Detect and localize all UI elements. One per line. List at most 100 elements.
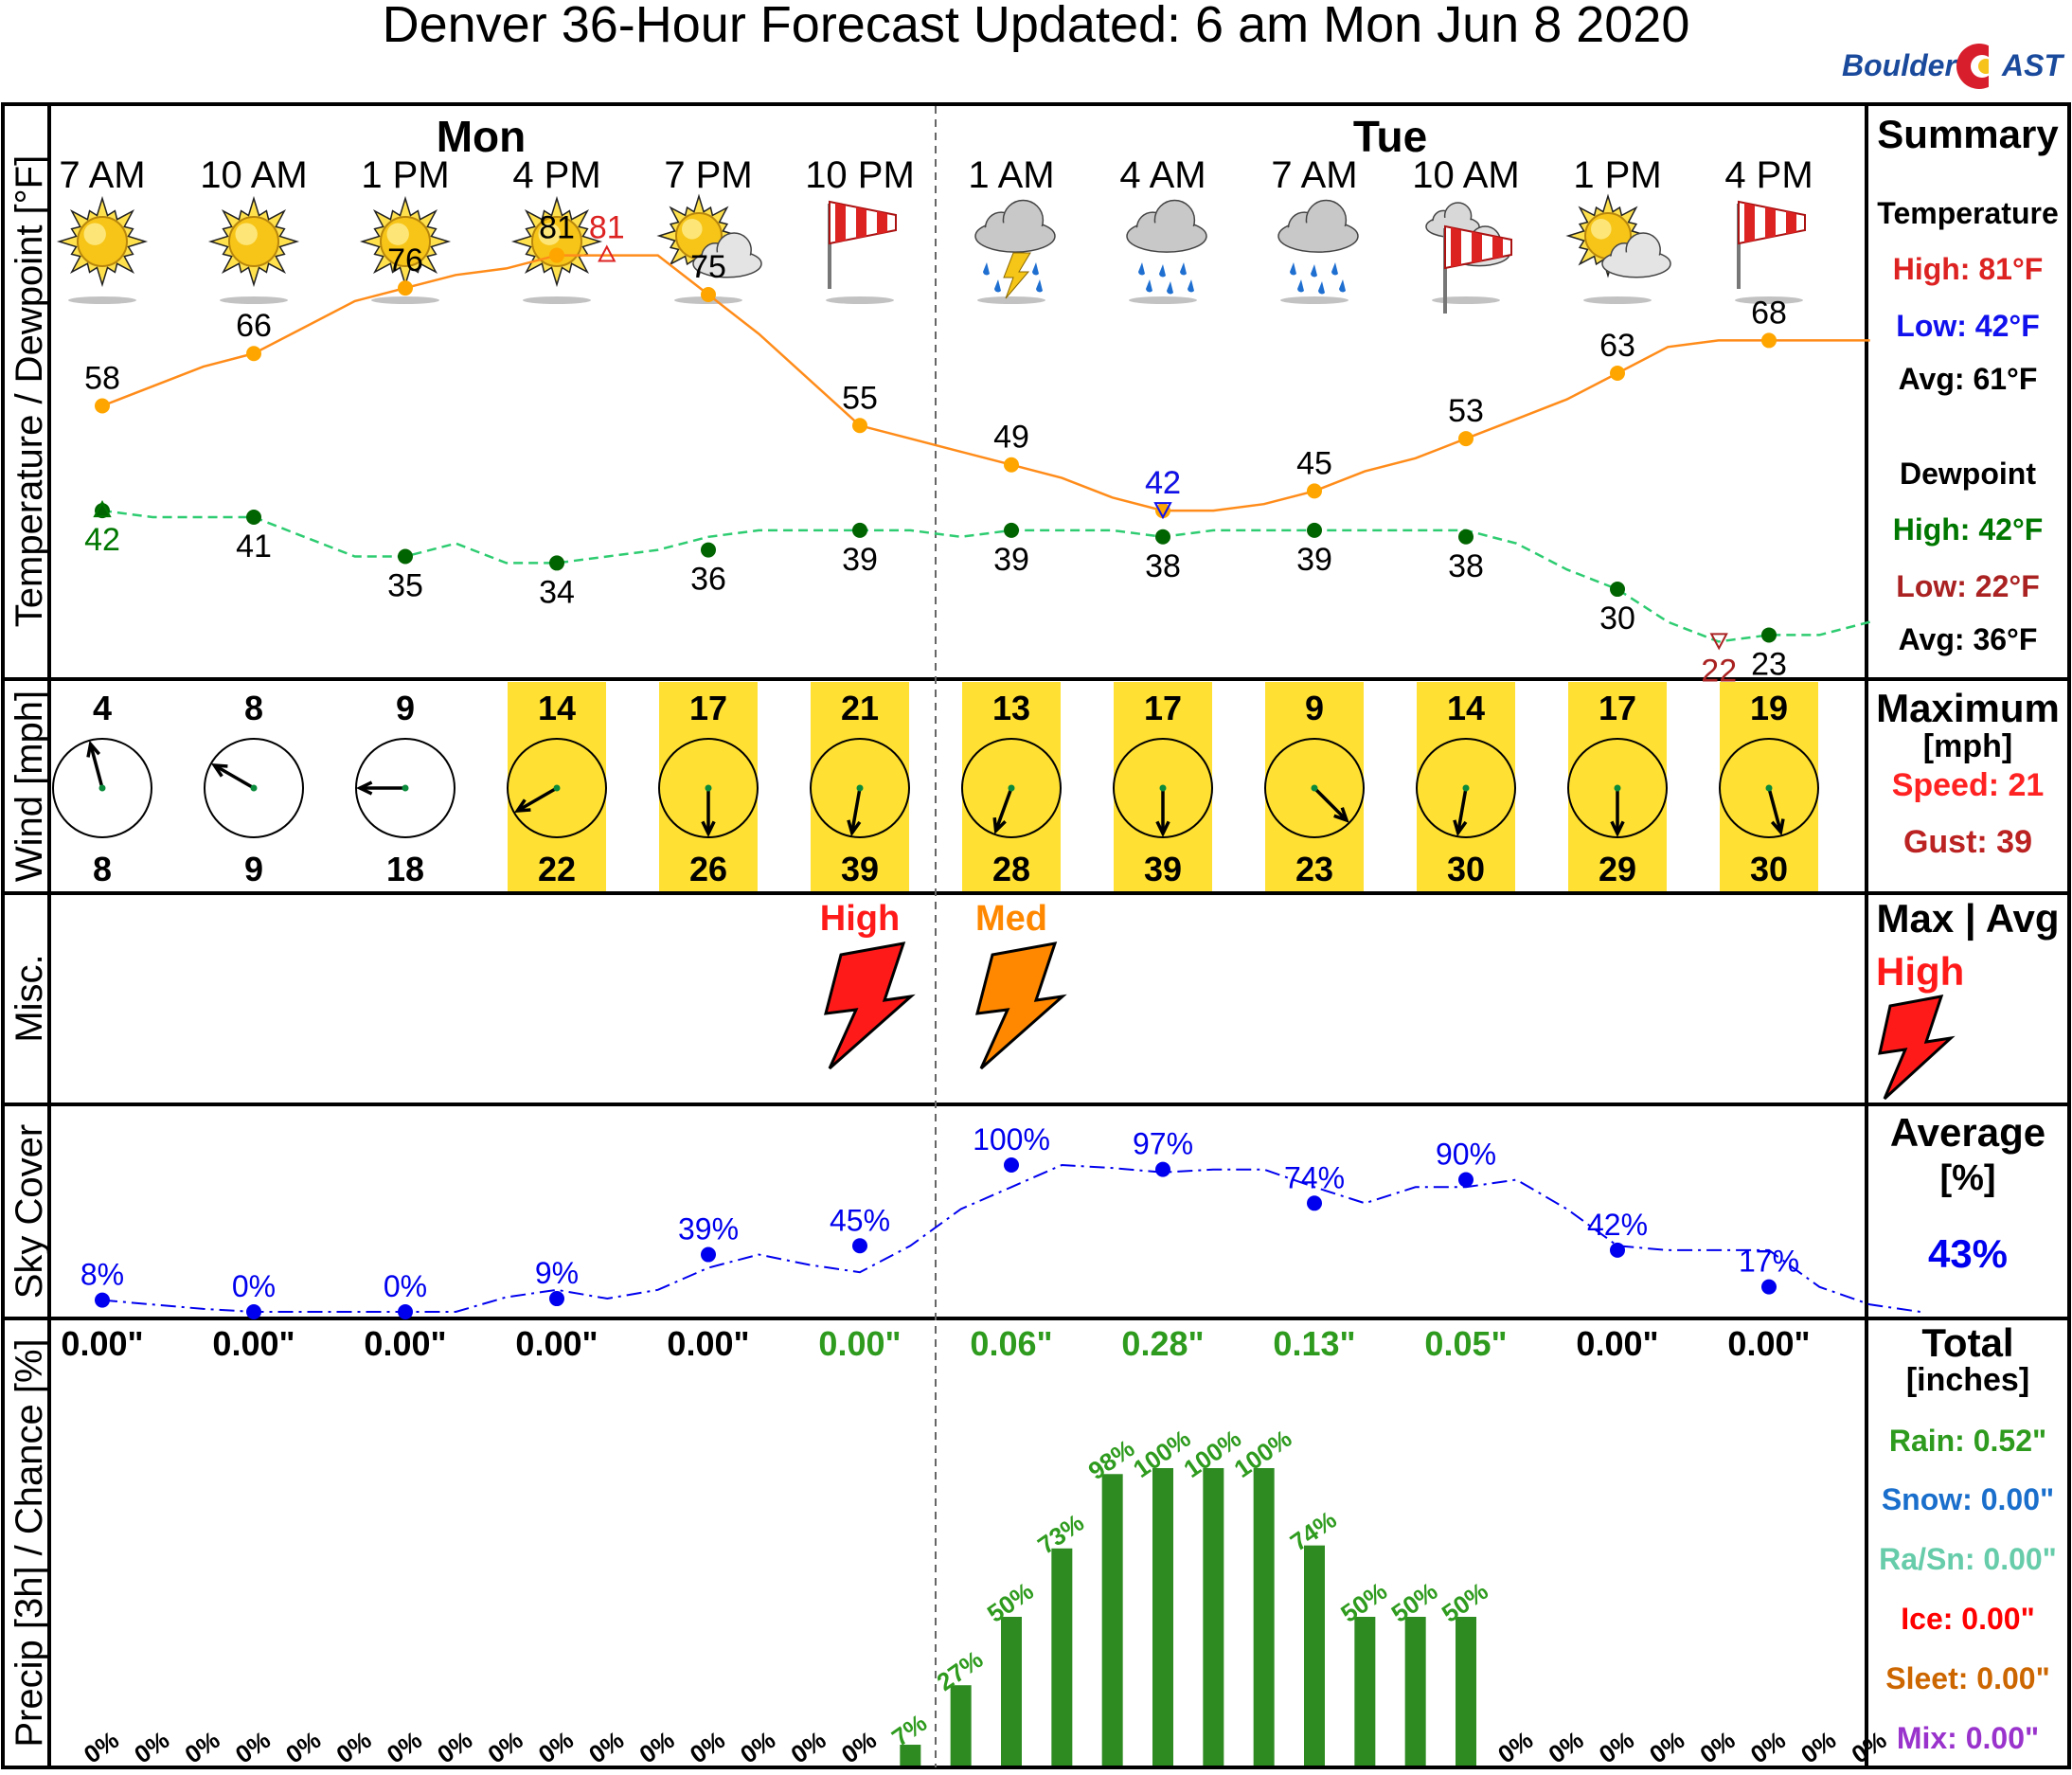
summary-misc: Max | Avg High xyxy=(1876,896,2060,1101)
precip-chance-label: 0% xyxy=(1544,1726,1589,1769)
precip-chance-bar xyxy=(1203,1468,1224,1766)
extreme-marker xyxy=(93,499,112,518)
temperature-label: 58 xyxy=(84,361,120,397)
precip-chance-label: 0% xyxy=(836,1726,882,1769)
dewpoint-label: 38 xyxy=(1448,548,1484,584)
temperature-point xyxy=(1458,431,1474,447)
precip-chance-label: 0% xyxy=(1695,1726,1741,1769)
wind-dial-center xyxy=(98,784,106,792)
time-label: 4 AM xyxy=(1119,154,1206,196)
precip-amount-label: 0.00" xyxy=(667,1324,749,1363)
precip-chance-bar xyxy=(1101,1474,1123,1766)
precip-chance-label: 0% xyxy=(634,1726,680,1769)
windsock-icon xyxy=(826,200,897,304)
sky-cover-label: 45% xyxy=(830,1203,890,1237)
sky-cover-label: 74% xyxy=(1284,1160,1345,1194)
time-label: 10 AM xyxy=(1412,154,1519,196)
dewpoint-point xyxy=(1307,522,1322,538)
summary-precip-unit: [inches] xyxy=(1906,1362,2029,1398)
precip-chance-bar xyxy=(1001,1617,1022,1766)
summary-temp-avg: Avg: 61°F xyxy=(1899,362,2038,396)
wind-gust-label: 39 xyxy=(841,850,879,888)
precip-chance-label: 0% xyxy=(230,1726,276,1769)
summary-dew-low: Low: 22°F xyxy=(1896,569,2039,603)
wind-arrow xyxy=(1313,786,1349,822)
dewpoint-point xyxy=(246,510,261,526)
extreme-marker xyxy=(1709,633,1728,651)
sky-cover-point xyxy=(701,1246,716,1263)
sky-axis-label: Sky Cover xyxy=(9,1124,50,1300)
sky-cover-point xyxy=(1307,1195,1322,1211)
precip-chance-label: 0% xyxy=(180,1726,225,1769)
precip-panel: 0.00" 0.00" 0.00" 0.00" 0.00" 0.00" 0.06" 0.28"… xyxy=(61,1324,1891,1769)
temperature-point xyxy=(1004,457,1019,473)
dewpoint-point xyxy=(549,555,564,571)
dewpoint-point xyxy=(1155,529,1170,545)
precip-amount-label: 0.00" xyxy=(61,1324,143,1363)
precip-amount-label: 0.00" xyxy=(1727,1324,1810,1363)
temperature-label: 81 xyxy=(539,210,575,246)
precip-amount-label: 0.00" xyxy=(515,1324,598,1363)
wind-speed-label: 14 xyxy=(538,689,576,727)
summary-temp-low: Low: 42°F xyxy=(1896,309,2039,343)
sky-cover-panel: 8% 0% 0% 9% 39% 45% 100% 97% 74% 90% 42% 17% xyxy=(80,1122,1921,1319)
extreme-label: 81 xyxy=(589,210,625,246)
summary-wind-gust: Gust: 39 xyxy=(1903,824,2032,860)
precip-amount-label: 0.00" xyxy=(212,1324,295,1363)
precip-chance-label: 0% xyxy=(583,1726,629,1769)
summary-wind-speed: Speed: 21 xyxy=(1892,767,2045,803)
time-label: 1 AM xyxy=(968,154,1054,196)
wind-arrow-head xyxy=(1333,807,1349,823)
temperature-label: 75 xyxy=(690,249,726,285)
wind-arrow-head xyxy=(1770,818,1785,836)
wind-speed-label: 17 xyxy=(1599,689,1636,727)
summary-sky-value: 43% xyxy=(1928,1231,2008,1276)
temperature-label: 45 xyxy=(1296,445,1332,481)
sky-cover-point xyxy=(95,1292,110,1308)
bouldercast-logo: Boulder AST xyxy=(1842,44,2064,89)
rain-icon xyxy=(1277,199,1359,304)
temperature-point xyxy=(1155,503,1170,519)
precip-chance-bar xyxy=(1404,1617,1426,1766)
wind-arrow-head xyxy=(1155,820,1170,838)
wind-arrow xyxy=(213,763,255,790)
temperature-line xyxy=(101,254,1870,512)
extreme-label: 42 xyxy=(1145,465,1181,501)
day-label: Tue xyxy=(1353,112,1427,161)
temperature-point xyxy=(1610,365,1625,381)
precip-chance-bar xyxy=(1253,1468,1275,1766)
precip-chance-bar xyxy=(1304,1545,1325,1766)
precip-chance-bar xyxy=(1456,1617,1476,1766)
precip-chance-bar xyxy=(900,1745,921,1766)
time-label: 7 AM xyxy=(1271,154,1357,196)
precip-amount-label: 0.00" xyxy=(818,1324,901,1363)
summary-mix: Mix: 0.00" xyxy=(1897,1721,2039,1755)
time-label: 1 PM xyxy=(1573,154,1661,196)
sky-cover-point xyxy=(1155,1161,1170,1177)
wind-arrow-head xyxy=(513,798,531,814)
sky-cover-label: 0% xyxy=(232,1269,276,1303)
time-label: 4 PM xyxy=(512,154,600,196)
sunny-icon xyxy=(359,195,452,304)
day-labels: Mon Tue xyxy=(437,112,1427,161)
wind-dial-center xyxy=(1765,784,1773,792)
sky-cover-point xyxy=(852,1238,867,1254)
precip-amount-label: 0.00" xyxy=(364,1324,446,1363)
dewpoint-label: 36 xyxy=(690,562,726,598)
precip-chance-label: 0% xyxy=(79,1726,124,1769)
sky-cover-label: 8% xyxy=(80,1258,124,1292)
summary-dewpoint-title: Dewpoint xyxy=(1900,457,2036,491)
precip-chance-label: 0% xyxy=(1492,1726,1538,1769)
summary-ice: Ice: 0.00" xyxy=(1901,1602,2034,1636)
dewpoint-point xyxy=(1004,522,1019,538)
wind-arrow-head xyxy=(701,820,716,838)
precip-amount-label: 0.13" xyxy=(1273,1324,1355,1363)
summary-temperature-title: Temperature xyxy=(1877,196,2058,230)
dewpoint-label: 39 xyxy=(1296,542,1332,578)
sky-cover-point xyxy=(398,1304,413,1319)
panel-frames xyxy=(1,102,2071,1769)
logo-text-ast: AST xyxy=(2001,48,2064,82)
wind-speed-label: 17 xyxy=(1144,689,1182,727)
sky-cover-label: 42% xyxy=(1587,1208,1648,1242)
